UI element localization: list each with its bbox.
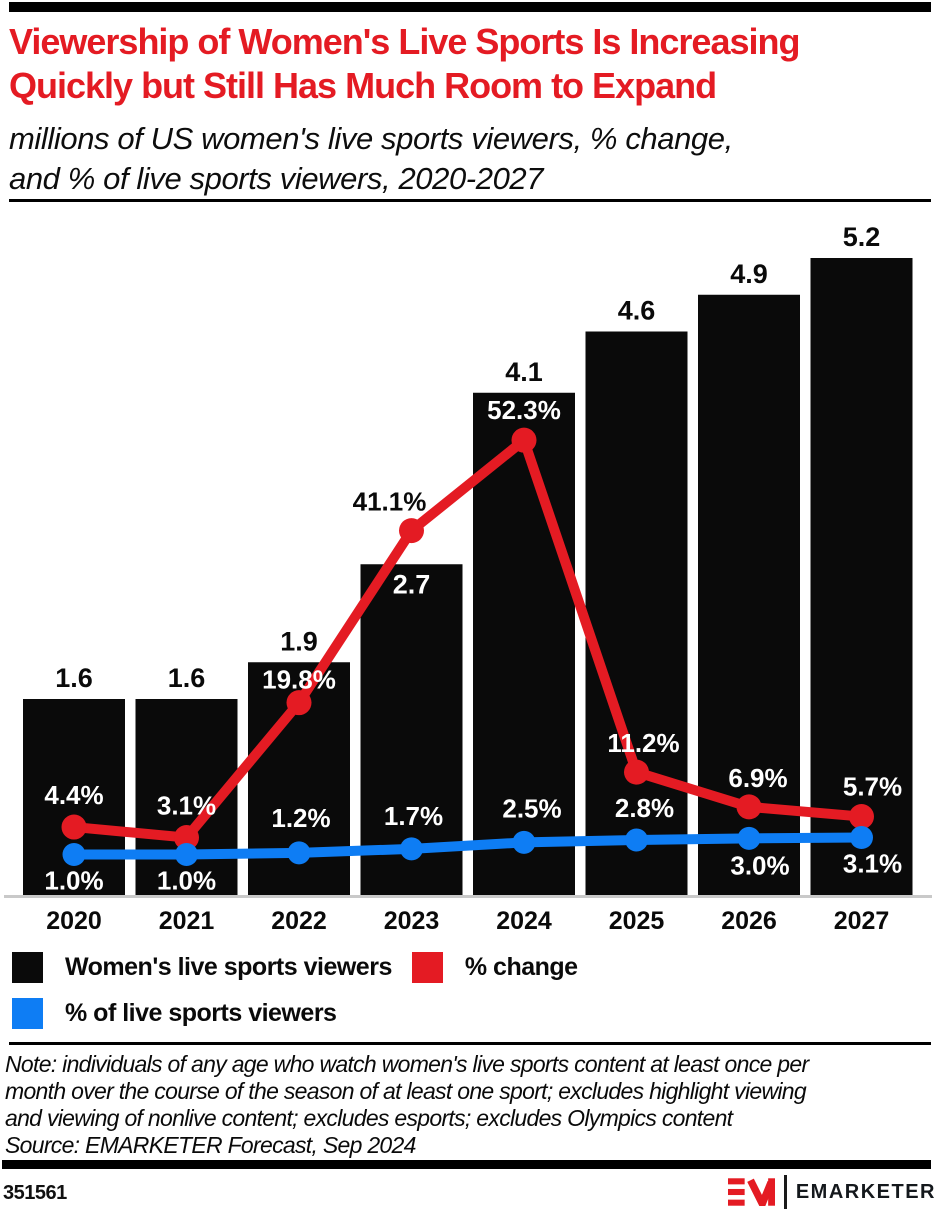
share-label-2020: 1.0% [44, 866, 103, 896]
footnote-block: Note: individuals of any age who watch w… [5, 1051, 809, 1159]
page-subtitle: millions of US women's live sports viewe… [9, 119, 733, 199]
bar-value-label-2026: 4.9 [730, 259, 768, 289]
page-title-line-1: Viewership of Women's Live Sports Is Inc… [9, 21, 800, 62]
bar-value-label-2027: 5.2 [843, 222, 881, 252]
pct-change-label-2024: 52.3% [487, 395, 561, 425]
bar-2024 [473, 392, 575, 895]
share-label-2027: 3.1% [843, 849, 902, 879]
footnote-line-1: Note: individuals of any age who watch w… [5, 1051, 809, 1077]
combo-bar-line-chart: 1.6 1.6 1.9 2.7 4.1 4.6 4.9 5.2 4.4% 3.1% 19.8% 41.… [4, 222, 932, 935]
chart-id: 351561 [3, 1182, 67, 1204]
bar-value-label-2024: 4.1 [505, 357, 543, 387]
pct-change-marker-2021 [174, 825, 199, 851]
footer-border-bar [2, 1160, 931, 1169]
legend-label-pct-change: % change [464, 953, 578, 981]
pct-change-label-2021: 3.1% [157, 791, 216, 821]
x-axis-label-2026: 2026 [721, 907, 777, 935]
x-axis-label-2021: 2021 [159, 907, 215, 935]
pct-change-marker-2025 [624, 759, 649, 785]
share-marker-2026 [737, 826, 761, 850]
logo-divider [783, 1175, 787, 1209]
pct-change-label-2023: 41.1% [353, 487, 427, 517]
footnote-line-3: and viewing of nonlive content; excludes… [5, 1105, 733, 1131]
share-label-2025: 2.8% [615, 793, 674, 823]
bar-2027 [810, 258, 913, 895]
share-marker-2022 [287, 841, 311, 865]
x-axis-label-2020: 2020 [46, 907, 102, 935]
share-label-2022: 1.2% [271, 803, 330, 833]
pct-change-label-2027: 5.7% [843, 772, 902, 802]
pct-change-label-2022: 19.8% [262, 665, 336, 695]
emarketer-monogram-icon [727, 1178, 775, 1206]
legend-label-share: % of live sports viewers [65, 999, 337, 1027]
share-marker-2024 [512, 830, 536, 854]
bar-value-label-2025: 4.6 [618, 296, 656, 326]
pct-change-marker-2020 [61, 814, 87, 840]
page-title-line-2: Quickly but Still Has Much Room to Expan… [9, 65, 717, 106]
bar-value-label-2021: 1.6 [168, 663, 206, 693]
brand-wordmark: EMARKETER [795, 1180, 936, 1203]
bar-2025 [585, 331, 688, 895]
pct-change-line [69, 435, 867, 843]
x-axis-label-2023: 2023 [384, 907, 440, 935]
page-subtitle-line-2: and % of live sports viewers, 2020-2027 [9, 161, 544, 196]
bar-value-label-2023: 2.7 [393, 569, 431, 599]
share-marker-2025 [625, 828, 648, 852]
source-line: Source: EMARKETER Forecast, Sep 2024 [5, 1132, 416, 1158]
legend-swatch-share [12, 998, 43, 1029]
pct-change-marker-2026 [736, 794, 762, 820]
share-marker-2023 [400, 837, 423, 861]
share-marker-2021 [175, 843, 198, 867]
footnote-line-2: month over the course of the season of a… [5, 1078, 807, 1104]
bar-value-label-2020: 1.6 [55, 663, 93, 693]
bar-value-label-2022: 1.9 [280, 626, 318, 656]
x-axis-label-2025: 2025 [609, 907, 665, 935]
legend-swatch-bars [12, 952, 43, 983]
x-axis-label-2022: 2022 [271, 907, 327, 935]
share-label-2021: 1.0% [157, 866, 216, 896]
pct-change-label-2026: 6.9% [728, 763, 787, 793]
share-label-2024: 2.5% [502, 793, 561, 823]
brand-logo: EMARKETER [727, 1174, 936, 1210]
share-line [69, 832, 867, 860]
header-divider [9, 199, 931, 202]
pct-change-marker-2022 [286, 690, 312, 716]
pct-change-marker-2024 [511, 427, 537, 453]
pct-change-marker-2023 [399, 518, 424, 544]
pct-change-label-2020: 4.4% [44, 780, 103, 810]
share-label-2026: 3.0% [730, 850, 789, 880]
notes-divider [9, 1042, 931, 1045]
share-marker-2020 [62, 843, 86, 867]
top-border-bar [9, 2, 931, 12]
legend-label-bars: Women's live sports viewers [65, 953, 392, 981]
share-marker-2027 [850, 826, 873, 850]
pct-change-marker-2027 [849, 804, 874, 830]
share-label-2023: 1.7% [384, 801, 443, 831]
legend-swatch-pct-change [411, 952, 443, 983]
x-axis-label-2024: 2024 [496, 907, 552, 935]
page-subtitle-line-1: millions of US women's live sports viewe… [9, 121, 733, 156]
page-title: Viewership of Women's Live Sports Is Inc… [9, 20, 800, 108]
chart-legend-row-2: % of live sports viewers [12, 998, 337, 1029]
chart-legend-row-1: Women's live sports viewers % change [12, 952, 578, 983]
pct-change-label-2025: 11.2% [607, 728, 679, 758]
x-axis-label-2027: 2027 [834, 907, 890, 935]
